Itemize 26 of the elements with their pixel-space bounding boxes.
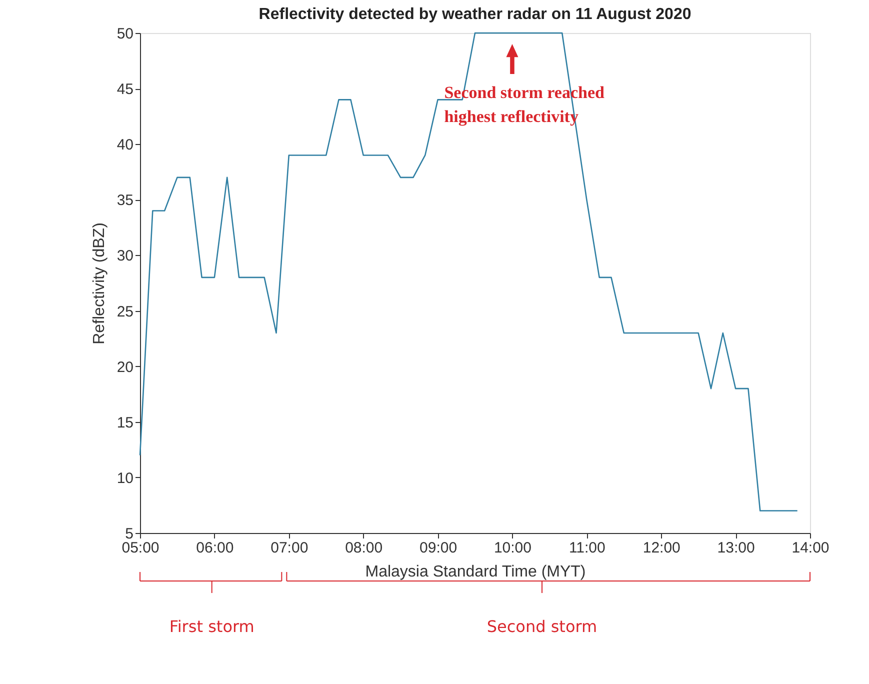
x-tick-label: 07:00 [270, 540, 308, 556]
x-tick-label: 05:00 [122, 540, 160, 556]
x-tick-label: 11:00 [568, 540, 606, 556]
chart-title: Reflectivity detected by weather radar on 11 August 2020 [258, 6, 692, 23]
y-tick-label: 40 [116, 136, 134, 154]
y-axis-title: Reflectivity (dBZ) [90, 222, 108, 344]
line-series [139, 32, 798, 512]
text: Second storm [486, 617, 598, 636]
y-tick-label: 15 [116, 414, 134, 432]
y-tick-label: 20 [116, 358, 134, 376]
y-tick-label: 35 [116, 192, 134, 210]
y-tick-label: 45 [116, 81, 134, 98]
x-tick-label: 14:00 [792, 540, 830, 556]
x-axis-title: Malaysia Standard Time (MYT) [365, 564, 586, 580]
y-tick-label: 25 [116, 303, 134, 320]
x-tick-label: 09:00 [420, 540, 458, 556]
x-tick-label: 12:00 [642, 540, 680, 556]
x-tick-label: 06:00 [196, 540, 234, 556]
text: First storm [169, 617, 254, 636]
y-tick-label: 10 [116, 470, 134, 487]
x-tick-label: 13:00 [717, 540, 755, 556]
y-tick-label: 30 [116, 248, 134, 265]
x-tick-label: 08:00 [345, 540, 383, 556]
x-tick-label: 10:00 [494, 540, 532, 556]
y-tick-label: 5 [125, 526, 134, 542]
y-tick-label: 50 [116, 26, 134, 42]
